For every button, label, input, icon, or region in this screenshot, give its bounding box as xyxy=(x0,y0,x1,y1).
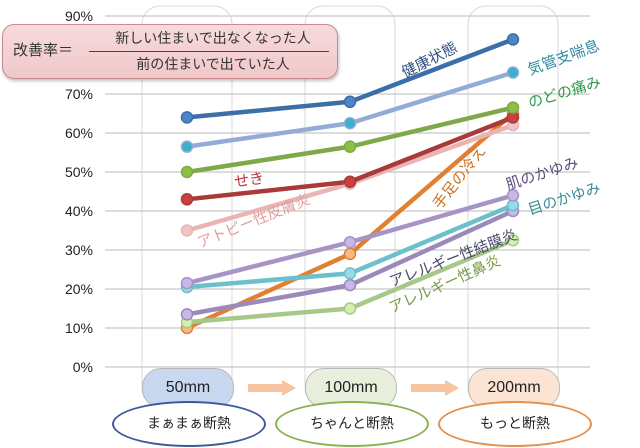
series-label-0: 健康状態 xyxy=(399,38,461,81)
series-lines xyxy=(180,33,520,335)
data-point xyxy=(343,267,357,280)
y-tick-label: 50% xyxy=(65,164,93,180)
series-label-2: のどの痛み xyxy=(526,73,603,112)
level-label-0: まぁまぁ断熱 xyxy=(112,401,266,447)
y-tick-label: 10% xyxy=(65,320,93,336)
y-tick-label: 30% xyxy=(65,242,93,258)
series-label-1: 気管支喘息 xyxy=(525,36,602,79)
data-point xyxy=(506,189,520,202)
data-point xyxy=(180,224,194,237)
data-point xyxy=(506,101,520,114)
data-point xyxy=(180,111,194,124)
arrow-right-icon xyxy=(248,380,296,396)
data-point xyxy=(180,165,194,179)
series-label-3: せき xyxy=(233,169,265,191)
data-point xyxy=(506,33,520,46)
y-tick-label: 40% xyxy=(65,203,93,219)
y-tick-label: 60% xyxy=(65,125,93,141)
data-point xyxy=(180,308,194,321)
formula-lhs: 改善率＝ xyxy=(13,41,74,59)
y-axis-ticks: 0% 10% 20% 30% 40% 50% 60% 70% 90% xyxy=(65,8,93,375)
data-point xyxy=(343,302,357,315)
data-point xyxy=(343,235,357,249)
fraction-bar xyxy=(89,51,329,52)
formula-denominator: 前の住まいで出ていた人 xyxy=(136,57,290,73)
data-point xyxy=(343,278,357,292)
level-label-1: ちゃんと断熱 xyxy=(275,401,429,447)
arrow-right-icon xyxy=(411,380,459,396)
formula-box: 改善率＝ 新しい住まいで出なくなった人 前の住まいで出ていた人 xyxy=(2,24,338,79)
data-point xyxy=(506,234,520,247)
y-tick-label: 90% xyxy=(65,8,93,24)
data-point xyxy=(343,95,357,109)
data-point xyxy=(180,140,194,153)
y-tick-label: 0% xyxy=(73,359,93,375)
data-point xyxy=(180,193,194,206)
y-tick-label: 20% xyxy=(65,281,93,297)
data-point xyxy=(343,117,357,130)
data-point xyxy=(343,247,357,261)
data-point xyxy=(180,276,194,290)
data-point xyxy=(343,175,357,188)
data-point xyxy=(343,140,357,153)
y-tick-label: 70% xyxy=(65,86,93,102)
data-point xyxy=(506,66,520,79)
formula-numerator: 新しい住まいで出なくなった人 xyxy=(115,31,311,47)
level-label-2: もっと断熱 xyxy=(438,401,592,447)
